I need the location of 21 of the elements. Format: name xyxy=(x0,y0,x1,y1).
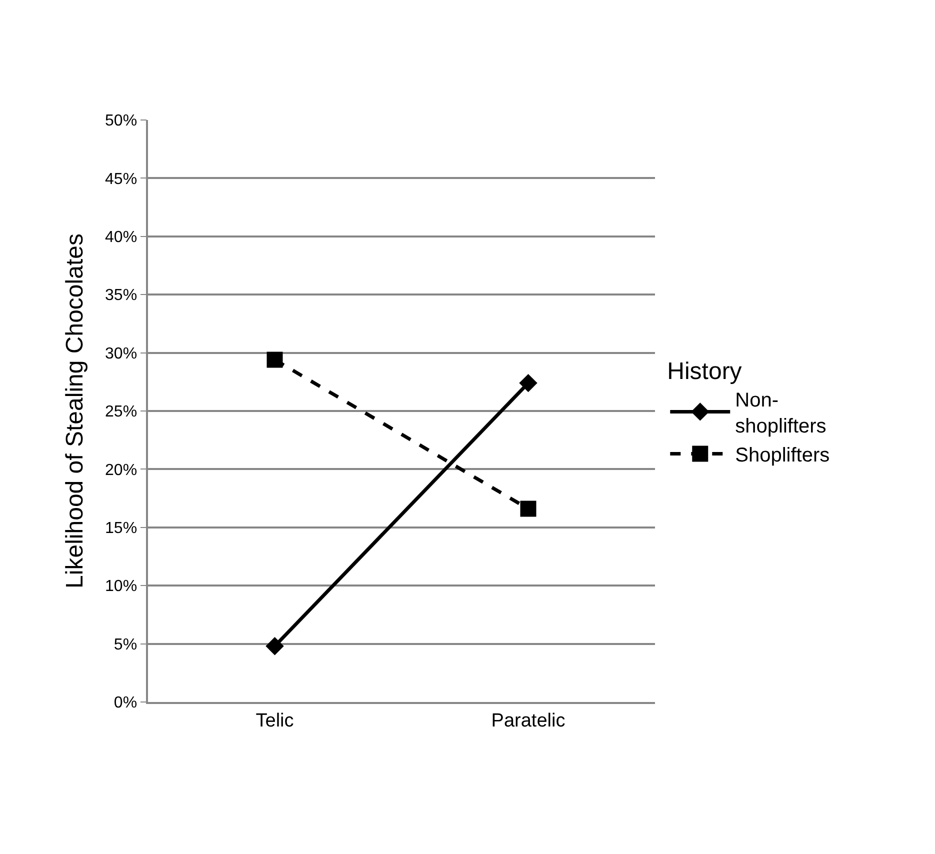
y-tick-label: 30% xyxy=(105,345,138,362)
y-tick-label: 20% xyxy=(105,462,138,479)
y-tick-label: 45% xyxy=(105,170,138,188)
y-axis-title: Likelihood of Stealing Chocolates xyxy=(62,234,89,588)
x-tick-label: Telic xyxy=(256,710,294,732)
legend-title: History xyxy=(667,358,742,386)
y-tick-label: 40% xyxy=(105,229,138,246)
point xyxy=(519,374,538,392)
y-tick-label: 35% xyxy=(105,287,138,304)
y-tick-label: 25% xyxy=(105,404,138,421)
y-tick-label: 0% xyxy=(114,694,138,712)
x-tick-label: Paratelic xyxy=(491,710,566,732)
y-tick-label: 50% xyxy=(105,112,138,130)
point xyxy=(520,500,536,517)
legend-label: Non-shoplifters xyxy=(735,390,826,438)
y-tick-label: 10% xyxy=(105,578,138,596)
y-tick-label: 15% xyxy=(105,520,138,537)
legend-label: Shoplifters xyxy=(735,444,830,466)
point xyxy=(266,637,284,656)
point xyxy=(266,352,283,368)
y-tick-label: 5% xyxy=(114,636,138,654)
